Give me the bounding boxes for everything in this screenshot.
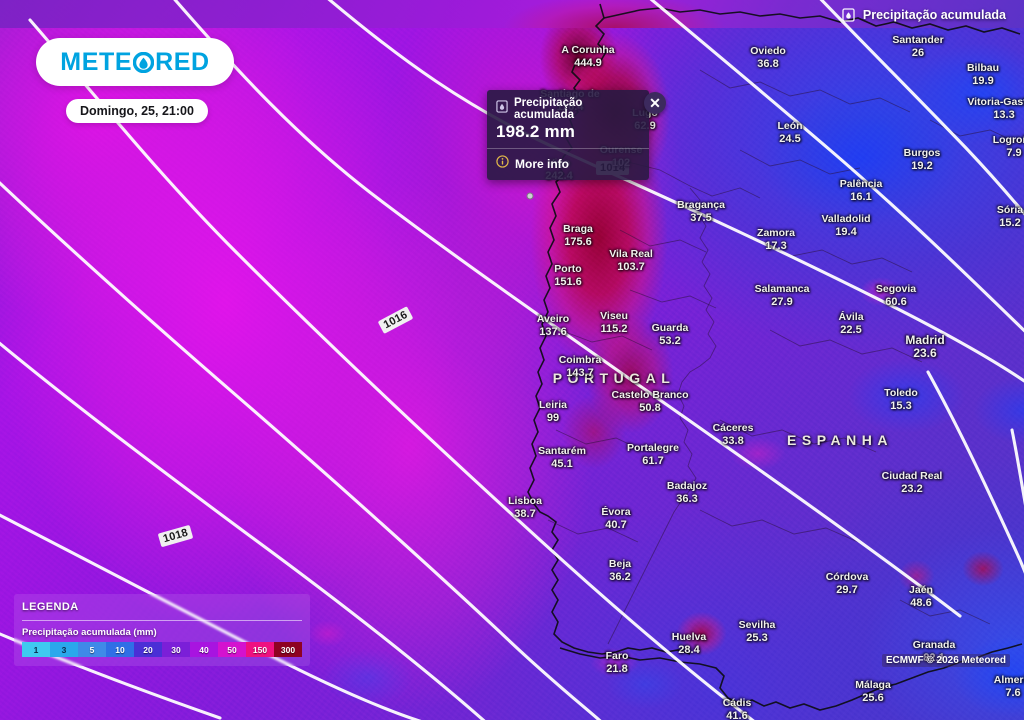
tooltip-title: Precipitação acumulada xyxy=(514,97,583,121)
tooltip-title-row: Precipitação acumulada xyxy=(496,97,640,121)
more-info-button[interactable]: More info xyxy=(487,149,649,180)
legend-subtitle: Precipitação acumulada (mm) xyxy=(22,627,157,638)
map-credit: ECMWF © 2026 Meteored xyxy=(881,654,1010,667)
legend-stop[interactable]: 50 xyxy=(218,642,246,657)
precipitation-tooltip[interactable]: Precipitação acumulada 198.2 mm More inf… xyxy=(487,90,649,180)
legend-divider xyxy=(22,620,302,621)
legend-stop[interactable]: 3 xyxy=(50,642,78,657)
close-icon[interactable]: ✕ xyxy=(644,92,666,114)
legend-stop[interactable]: 10 xyxy=(106,642,134,657)
layer-title-text: Precipitação acumulada xyxy=(862,8,1006,22)
legend-stop[interactable]: 30 xyxy=(162,642,190,657)
map-location-marker xyxy=(526,192,534,200)
legend-stop[interactable]: 40 xyxy=(190,642,218,657)
legend-stop[interactable]: 20 xyxy=(134,642,162,657)
legend-stop[interactable]: 300 xyxy=(274,642,302,657)
logo-text-part1: METE xyxy=(60,47,133,76)
precipitation-icon xyxy=(842,8,855,22)
info-icon xyxy=(496,155,509,173)
water-drop-icon xyxy=(133,51,155,73)
meteored-logo[interactable]: METE RED xyxy=(36,38,234,86)
precipitation-icon xyxy=(496,100,508,118)
layer-title-header[interactable]: Precipitação acumulada xyxy=(842,8,1006,22)
logo-text-part2: RED xyxy=(155,47,210,76)
logo-text: METE RED xyxy=(60,48,209,77)
date-badge[interactable]: Domingo, 25, 21:00 xyxy=(66,99,208,123)
tooltip-value: 198.2 mm xyxy=(496,122,576,141)
legend-stop[interactable]: 150 xyxy=(246,642,274,657)
more-info-label: More info xyxy=(515,157,569,171)
tooltip-body: Precipitação acumulada 198.2 mm xyxy=(487,90,649,148)
legend-stop[interactable]: 5 xyxy=(78,642,106,657)
legend-color-scale[interactable]: 1 3 5 10 20 30 40 50 150 300 xyxy=(22,642,302,657)
legend-stop[interactable]: 1 xyxy=(22,642,50,657)
legend-title: LEGENDA xyxy=(22,601,79,613)
tooltip-divider xyxy=(487,148,649,149)
